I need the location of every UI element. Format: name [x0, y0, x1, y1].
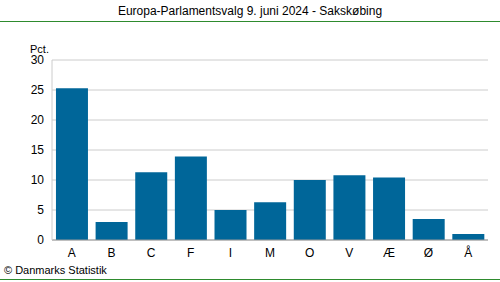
- svg-text:Æ: Æ: [383, 246, 395, 260]
- svg-text:M: M: [265, 246, 275, 260]
- svg-text:I: I: [229, 246, 232, 260]
- svg-text:30: 30: [31, 53, 45, 67]
- svg-text:10: 10: [31, 173, 45, 187]
- svg-text:15: 15: [31, 143, 45, 157]
- html-text:Europa-Parlamentsvalg 9. juni: Europa-Parlamentsvalg 9. juni 2024 - Sak…: [117, 4, 383, 18]
- svg-text:Å: Å: [464, 245, 472, 260]
- svg-text:Ø: Ø: [424, 246, 433, 260]
- svg-text:C: C: [147, 246, 156, 260]
- svg-text:25: 25: [31, 83, 45, 97]
- svg-text:O: O: [305, 246, 314, 260]
- svg-text:F: F: [187, 246, 194, 260]
- svg-text:V: V: [345, 246, 353, 260]
- html-text:Pct.: Pct.: [30, 43, 49, 55]
- svg-text:A: A: [68, 246, 76, 260]
- svg-text:20: 20: [31, 113, 45, 127]
- svg-text:0: 0: [37, 233, 44, 247]
- svg-text:B: B: [107, 246, 115, 260]
- html-text:© Danmarks Statistik: © Danmarks Statistik: [4, 264, 107, 276]
- svg-text:5: 5: [37, 203, 44, 217]
